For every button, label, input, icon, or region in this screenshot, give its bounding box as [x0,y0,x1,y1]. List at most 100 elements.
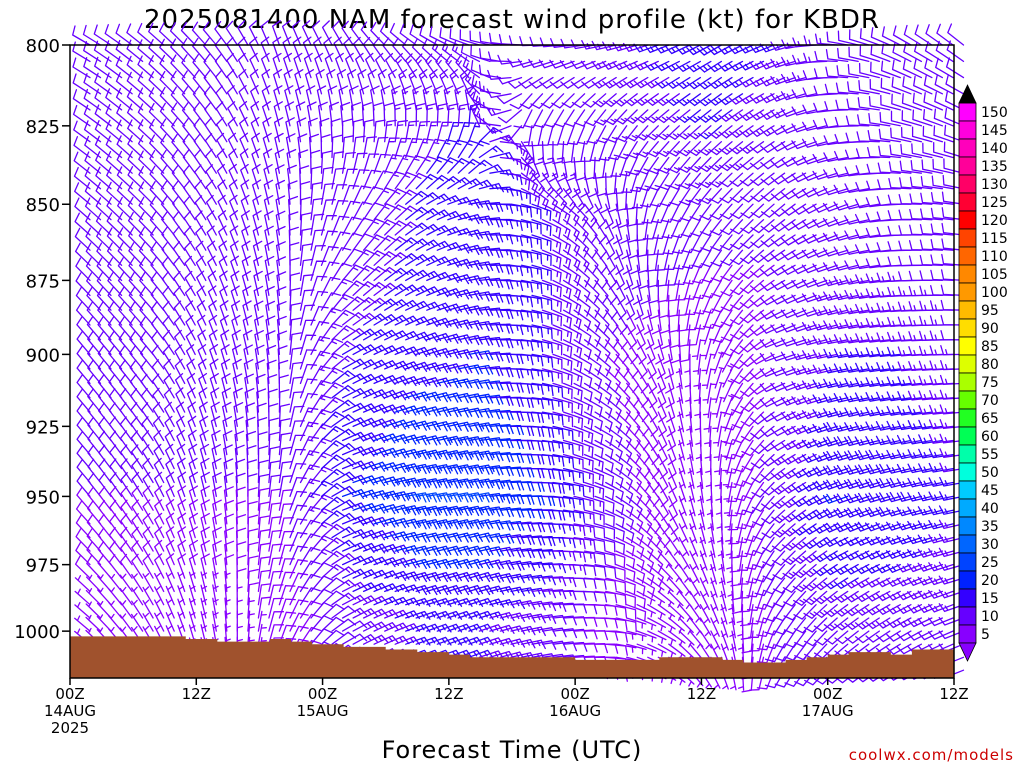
wind-barb [306,101,317,127]
wind-barb [108,527,123,552]
wind-barb [520,309,543,324]
wind-barb [405,597,431,607]
wind-barb [163,387,175,413]
wind-barb [310,165,322,190]
wind-barb [615,550,636,570]
wind-barb [626,467,642,492]
wind-barb [164,415,175,442]
wind-barb [276,286,287,311]
wind-barb [109,499,123,525]
wind-barb [220,329,230,356]
wind-barb [346,69,357,95]
wind-barb [153,457,165,484]
wind-barb [289,272,301,297]
wind-barb [286,164,297,190]
wind-barb [257,610,267,632]
wind-barb [573,294,591,317]
wind-barb [210,387,220,413]
wind-barb [188,471,199,498]
wind-barb [605,604,628,618]
wind-barb [394,558,420,569]
wind-barb [457,584,484,596]
wind-barb [552,172,564,198]
colorbar-swatch [958,480,977,500]
wind-barb [116,181,133,205]
wind-barb [87,330,102,356]
wind-barb [612,172,628,195]
wind-barb [131,586,144,606]
wind-barb [615,397,631,421]
wind-barb [468,200,494,211]
wind-barb [636,509,653,533]
wind-barb [263,164,273,190]
wind-barb [254,315,264,341]
wind-barb [562,339,583,359]
wind-barb [605,523,625,542]
colorbar-label: 115 [981,231,1008,247]
wind-barb [352,344,378,356]
y-tick-label: 925 [26,417,60,438]
wind-barb [373,490,399,501]
wind-barb [457,492,483,503]
wind-barb [449,68,459,95]
wind-barb [301,20,312,46]
wind-barb [253,255,263,282]
wind-barb [679,339,691,363]
wind-barb [241,225,251,251]
wind-barb [373,314,399,326]
wind-barb [251,163,261,190]
colorbar-swatch [958,408,977,428]
wind-barb [683,279,702,300]
wind-barb [520,368,544,381]
wind-barb [204,133,217,159]
wind-barb [562,411,584,429]
wind-barb [655,264,670,287]
wind-barb [447,334,473,345]
wind-barb [531,188,549,210]
wind-barb [248,20,260,46]
wind-barb [562,536,586,550]
wind-barb [107,316,123,341]
wind-barb [665,76,691,89]
wind-barb [154,572,165,593]
colorbar-swatch [958,624,977,644]
wind-barb [604,109,628,126]
wind-barb [299,378,318,399]
wind-barb [138,211,154,236]
wind-barb [677,425,685,447]
wind-barb [594,397,613,419]
wind-barb [177,585,186,606]
wind-barb [287,180,298,205]
wind-barb [341,327,367,341]
wind-barb [668,172,691,190]
wind-barb [447,103,459,127]
wind-barb [666,109,691,124]
wind-barb [615,264,625,291]
wind-barb [457,464,483,475]
wind-barb [636,339,647,365]
colorbar-swatch [958,138,977,158]
wind-barb [289,462,307,484]
wind-barb [496,75,523,85]
wind-barb [422,85,433,111]
wind-barb [562,324,582,345]
wind-barb [205,164,217,190]
wind-barb [137,87,154,111]
wind-barb [626,536,645,558]
wind-barb [531,264,552,281]
wind-barb [678,536,690,557]
x-tick-label: 16AUG [549,702,601,720]
wind-barb [177,611,186,632]
wind-barb [276,315,287,341]
wind-barb [242,315,253,341]
wind-barb [119,388,133,413]
wind-barb [278,432,292,456]
wind-barb [459,29,481,46]
wind-barb [264,225,274,251]
wind-barb [175,415,186,442]
wind-barb [341,620,368,632]
wind-barb [478,572,505,583]
wind-barb [573,550,597,564]
wind-barb [200,526,210,552]
colorbar-label: 135 [981,159,1008,175]
